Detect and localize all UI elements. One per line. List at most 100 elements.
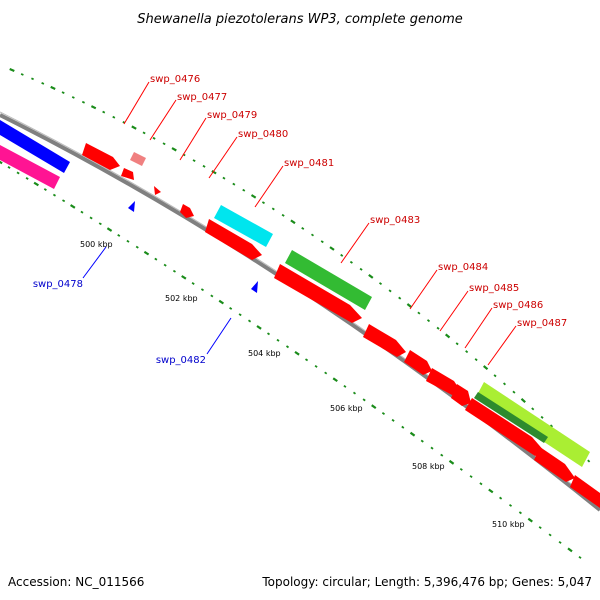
leader-line-swp-0486 xyxy=(464,307,493,349)
gc-dot xyxy=(493,374,497,378)
gc-dot xyxy=(172,269,176,273)
leader-line-swp-0479 xyxy=(179,117,207,161)
gc-dot xyxy=(9,67,15,73)
gene-label-swp-0480: swp_0480 xyxy=(238,129,288,140)
gc-dot xyxy=(81,100,85,104)
gc-dot xyxy=(0,160,3,165)
gc-dot xyxy=(378,282,383,286)
gc-dot xyxy=(520,397,526,404)
gc-dot xyxy=(294,350,300,356)
map-title: Shewanella piezotolerans WP3, complete g… xyxy=(137,12,463,27)
gc-dot xyxy=(43,188,47,191)
gc-dot xyxy=(117,233,121,237)
gene-arrow-after-0487 xyxy=(534,447,575,482)
gc-dot xyxy=(479,482,483,486)
gc-dot xyxy=(343,384,347,388)
gene-arrow-swp-0483 xyxy=(274,264,362,323)
gc-dot xyxy=(202,164,206,168)
gc-dot xyxy=(89,216,93,220)
gc-dot xyxy=(548,533,552,537)
gc-dot xyxy=(218,299,225,305)
gc-dot xyxy=(549,424,554,428)
leader-line-swp-0487 xyxy=(487,325,517,366)
gc-dot xyxy=(31,77,34,81)
gc-dot xyxy=(440,453,444,457)
gc-dot xyxy=(512,390,516,394)
gc-dot xyxy=(248,319,252,323)
gc-dot xyxy=(232,182,236,186)
gc-dot xyxy=(25,177,29,180)
gene-label-swp-0481: swp_0481 xyxy=(284,158,334,169)
gc-dot xyxy=(181,275,187,280)
gc-dot xyxy=(469,475,473,479)
gc-dot xyxy=(349,260,353,264)
gc-dot xyxy=(143,250,150,256)
gc-dot xyxy=(391,418,395,422)
gc-dot xyxy=(508,503,513,507)
gc-dot xyxy=(261,201,265,205)
gene-marker-swp-0482 xyxy=(251,281,258,293)
gc-dot xyxy=(426,319,431,323)
genome-backbone xyxy=(0,113,600,512)
gc-dot xyxy=(163,263,167,267)
leader-line-swp-0483 xyxy=(340,222,370,264)
tick-label-506kbp: 506 kbp xyxy=(330,404,363,413)
gc-dot xyxy=(459,467,463,471)
gc-dot xyxy=(352,391,357,395)
gc-dot xyxy=(238,313,242,317)
gc-dot xyxy=(16,171,20,175)
gc-dot xyxy=(417,311,421,315)
gc-dot xyxy=(340,253,344,257)
gene-arrow-swp-0479 xyxy=(121,168,134,180)
gc-dot xyxy=(98,222,102,226)
gc-dot xyxy=(90,105,97,110)
cyan-feature-band xyxy=(214,205,273,247)
gc-dot xyxy=(250,194,257,199)
gc-dot xyxy=(210,294,214,298)
gc-dot xyxy=(488,488,494,494)
gene-arrow-edge xyxy=(570,475,600,508)
position-tick-labels: 500 kbp 502 kbp 504 kbp 506 kbp 508 kbp … xyxy=(80,240,525,529)
gc-dot xyxy=(171,147,177,152)
gc-dot xyxy=(126,239,130,243)
gc-dot xyxy=(154,257,158,261)
gc-dot xyxy=(70,204,76,209)
gc-dot xyxy=(398,296,402,300)
gc-dot xyxy=(62,199,66,203)
gene-arrow-swp-0484 xyxy=(363,324,406,357)
gc-dot xyxy=(465,350,469,354)
gc-dot xyxy=(271,207,275,211)
accession-text: Accession: NC_011566 xyxy=(8,575,144,589)
gc-dot xyxy=(499,496,503,500)
gc-dot xyxy=(229,306,233,310)
leader-line-swp-0476 xyxy=(123,81,150,125)
gc-dot xyxy=(162,142,166,146)
reverse-gene-labels: swp_0478 swp_0482 xyxy=(33,246,232,366)
tick-label-504kbp: 504 kbp xyxy=(248,349,281,358)
gene-label-swp-0476: swp_0476 xyxy=(150,74,200,85)
gc-dot xyxy=(142,131,146,135)
leader-line-swp-0485 xyxy=(439,290,469,332)
tick-label-502kbp: 502 kbp xyxy=(165,294,198,303)
gene-arrow-swp-0476 xyxy=(82,143,120,170)
gene-arrow-swp-0480 xyxy=(154,186,161,195)
gc-dot xyxy=(567,547,573,553)
gc-dot xyxy=(310,233,315,237)
magenta-feature-band xyxy=(0,145,60,189)
gene-arrow-swp-0485 xyxy=(404,350,432,375)
gc-dot xyxy=(518,511,522,515)
gene-arrow-swp-0486b xyxy=(451,384,471,406)
gc-dot xyxy=(20,73,24,76)
gc-dot xyxy=(276,338,280,342)
gc-dot xyxy=(362,398,366,402)
gc-dot xyxy=(135,245,139,249)
gene-label-swp-0479: swp_0479 xyxy=(207,110,257,121)
leader-line-swp-0480 xyxy=(208,136,238,179)
gc-dot xyxy=(33,181,39,187)
dark-green-overlay-band xyxy=(474,392,548,443)
forward-gene-labels: swp_0476 swp_0477 swp_0479 swp_0480 swp_… xyxy=(123,74,567,366)
gc-dot xyxy=(285,345,290,349)
gc-dot xyxy=(192,159,196,162)
gc-dot xyxy=(200,288,204,292)
